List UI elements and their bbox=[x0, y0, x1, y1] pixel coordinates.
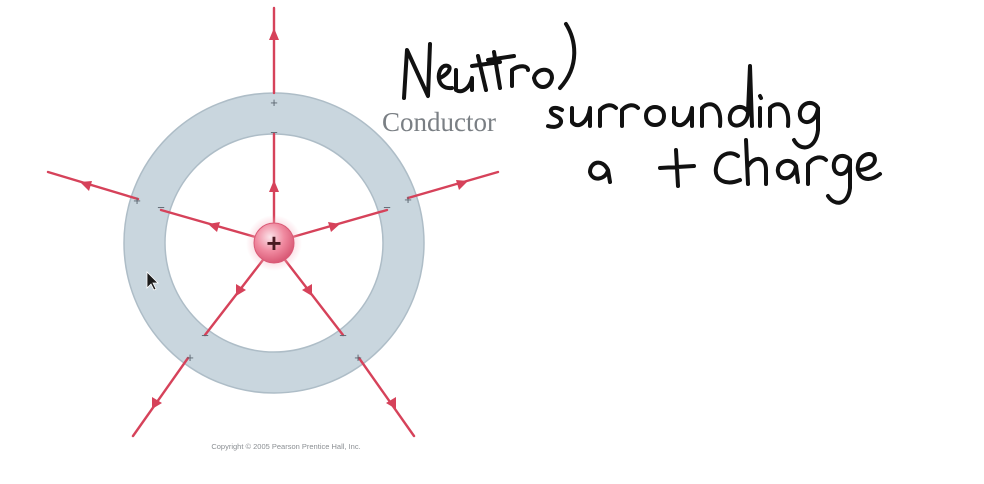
arrow-ul-outer bbox=[80, 181, 92, 191]
inner-charge-top: − bbox=[270, 125, 278, 140]
central-charge: + bbox=[246, 215, 302, 271]
inner-charge-left: − bbox=[157, 200, 165, 215]
conductor-label: Conductor bbox=[382, 107, 496, 137]
handwritten-annotation bbox=[402, 22, 882, 205]
field-line-lower-left-outer bbox=[131, 356, 190, 438]
copyright-text: Copyright © 2005 Pearson Prentice Hall, … bbox=[211, 442, 360, 451]
conductor-ring bbox=[123, 92, 425, 394]
charge-sign: + bbox=[266, 228, 281, 258]
charge-sphere bbox=[253, 222, 295, 264]
field-line-upper-left-outer bbox=[46, 170, 140, 201]
arrow-ll-outer bbox=[152, 397, 162, 409]
cursor-arrow bbox=[146, 271, 159, 291]
outer-charge-right: + bbox=[404, 192, 412, 207]
outer-charge-top: + bbox=[270, 95, 278, 110]
handwriting-a-plus-charge bbox=[588, 138, 882, 205]
surface-charges: + + + + + − − − − − bbox=[133, 95, 412, 365]
outer-charge-lower-right: + bbox=[354, 350, 362, 365]
outer-charge-left: + bbox=[133, 193, 141, 208]
field-line-upper-right-outer bbox=[406, 170, 500, 200]
arrow-ul-inner bbox=[208, 222, 220, 232]
field-arrows bbox=[80, 28, 468, 409]
arrow-ur-inner bbox=[328, 222, 340, 232]
field-line-lower-right-outer bbox=[357, 356, 416, 438]
field-line-lower-right-inner bbox=[280, 254, 345, 337]
arrow-up-outer bbox=[269, 28, 279, 40]
inner-charge-right: − bbox=[383, 200, 391, 215]
arrow-lr-inner bbox=[302, 284, 312, 296]
arrow-lr-outer bbox=[386, 397, 396, 409]
arrow-ur-outer bbox=[456, 180, 468, 190]
outer-charge-lower-left: + bbox=[186, 350, 194, 365]
field-line-lower-left-inner bbox=[203, 254, 268, 337]
inner-charge-lower-right: − bbox=[339, 328, 347, 343]
inner-charge-lower-left: − bbox=[201, 328, 209, 343]
arrow-up-inner bbox=[269, 180, 279, 192]
handwriting-neutral bbox=[402, 22, 577, 100]
handwriting-surrounding bbox=[546, 64, 820, 150]
conductor-shell bbox=[123, 92, 425, 394]
arrow-ll-inner bbox=[236, 284, 246, 296]
mouse-cursor bbox=[146, 271, 159, 291]
